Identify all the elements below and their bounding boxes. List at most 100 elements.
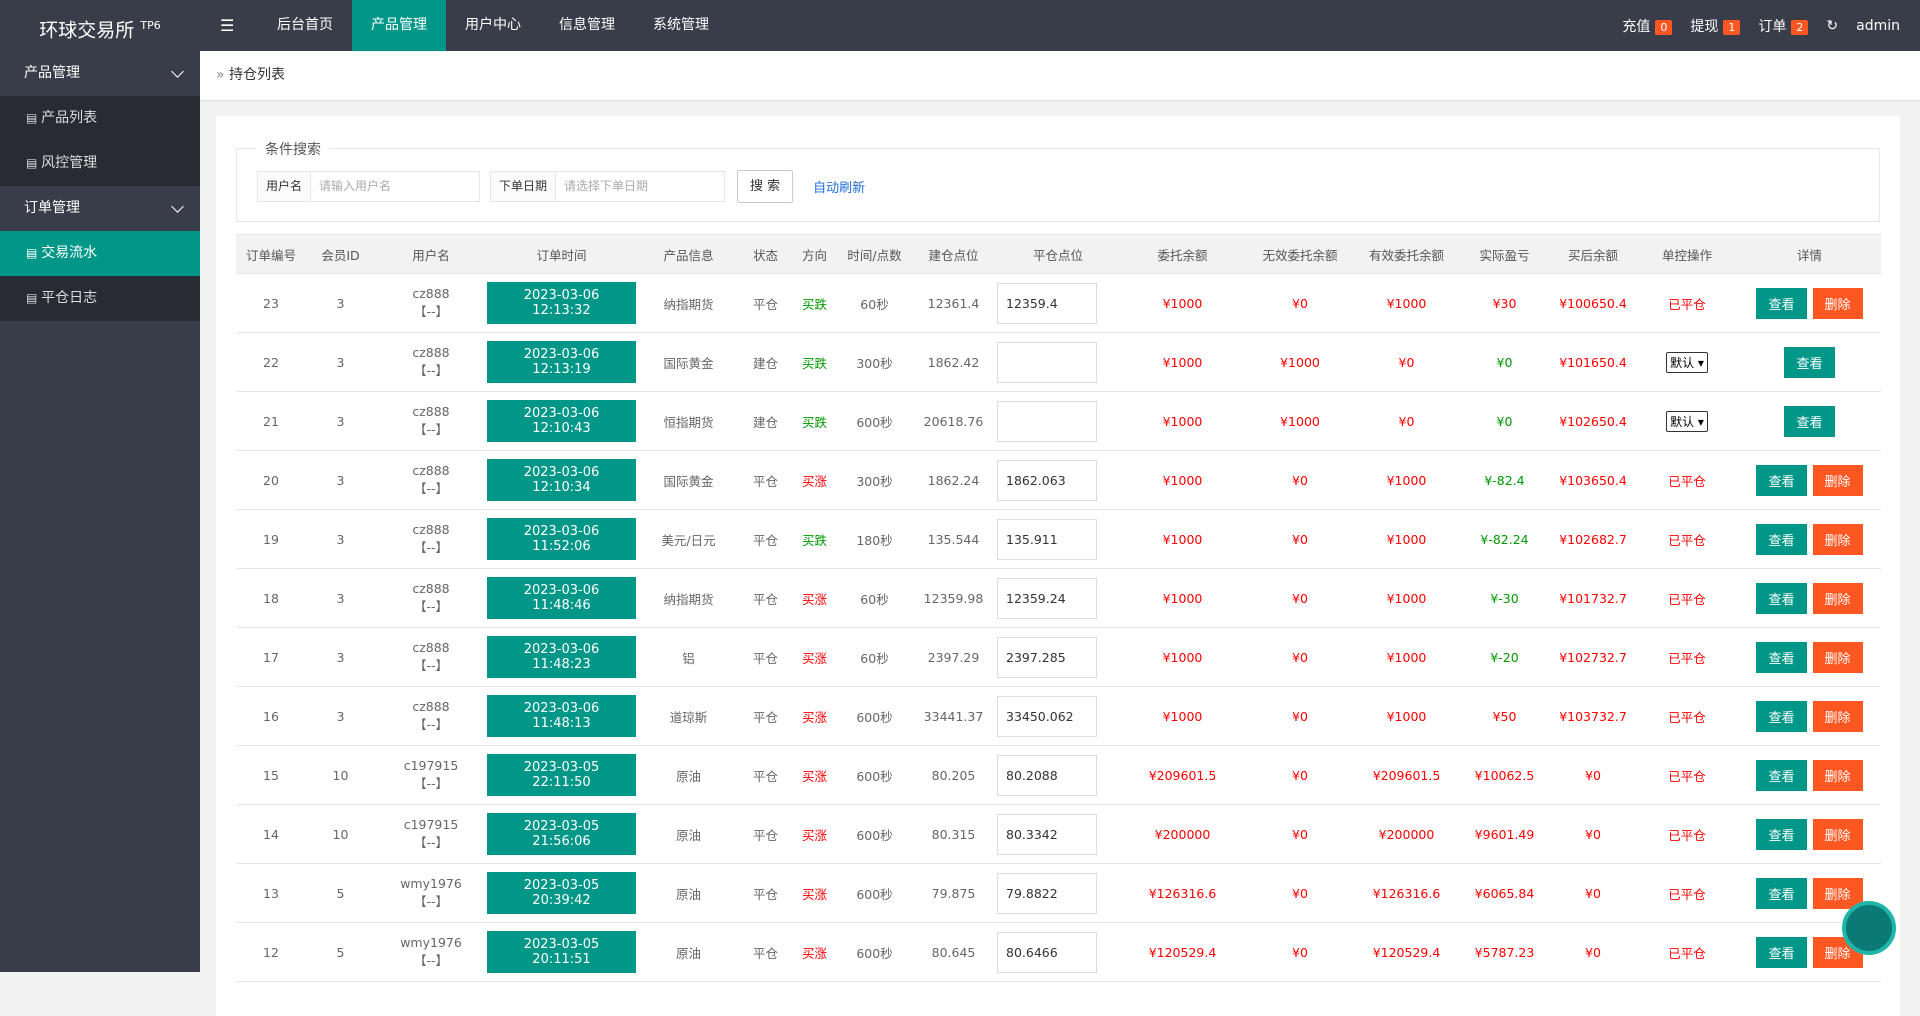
close-price-input[interactable]: 135.911 <box>997 518 1097 560</box>
username-text: c197915 <box>403 817 459 832</box>
action-button[interactable]: 删除 <box>1812 877 1863 909</box>
action-button[interactable]: 删除 <box>1812 700 1863 732</box>
direction: 买跌 <box>790 391 839 451</box>
balance: ¥101732.7 <box>1550 568 1636 628</box>
user-tag: 【--】 <box>413 717 449 732</box>
order-time: 2023-03-05 22:11:50 <box>487 754 636 796</box>
user-menu[interactable]: admin <box>1856 18 1900 34</box>
menu-item[interactable]: 交易流水 <box>0 231 200 276</box>
close-price-input[interactable]: 12359.24 <box>997 577 1097 619</box>
username: cz888 【--】 <box>375 568 487 628</box>
refresh-icon[interactable]: ↻ <box>1826 17 1839 34</box>
table-row: 18 3 cz888 【--】 2023-03-06 11:48:46 纳指期货 平仓 买涨 6… <box>236 568 1881 628</box>
duration: 600秒 <box>839 745 910 805</box>
close-price-input[interactable]: 1862.063 <box>997 459 1097 501</box>
search-form: 用户名 请输入用户名 下单日期 请选择下单日期搜 索自动刷新 <box>257 170 865 203</box>
top-link-label: 充值 <box>1622 18 1651 35</box>
top-link[interactable]: 订单 2 <box>1758 16 1809 36</box>
close-price-input[interactable]: 79.8822 <box>997 872 1097 914</box>
menu-item[interactable]: 平仓日志 <box>0 276 200 321</box>
direction: 买涨 <box>790 627 839 687</box>
action-button[interactable]: 查看 <box>1756 582 1807 614</box>
close-price-input[interactable]: 2397.285 <box>997 636 1097 678</box>
nav-item[interactable]: 系统管理 <box>653 17 709 33</box>
nav-item[interactable]: 信息管理 <box>559 17 615 33</box>
action-button[interactable]: 查看 <box>1756 818 1807 850</box>
op-status: 已平仓 <box>1668 532 1706 548</box>
op-select[interactable]: 默认 ▾ <box>1666 410 1708 432</box>
commission: ¥1000 <box>1119 450 1246 510</box>
table-row: 23 3 cz888 【--】 2023-03-06 12:13:32 纳指期货 平仓 买跌 6… <box>236 273 1881 333</box>
action-button[interactable]: 查看 <box>1756 700 1807 732</box>
action-button[interactable]: 删除 <box>1812 464 1863 496</box>
table-row: 17 3 cz888 【--】 2023-03-06 11:48:23 铝平仓 买涨 60秒 2… <box>236 627 1881 687</box>
user-tag: 【--】 <box>413 304 449 319</box>
action-button[interactable]: 查看 <box>1756 287 1807 319</box>
action-button[interactable]: 查看 <box>1756 641 1807 673</box>
action-button[interactable]: 删除 <box>1812 287 1863 319</box>
time-cell: 2023-03-06 11:48:13 <box>487 686 636 746</box>
action-button[interactable]: 查看 <box>1756 877 1807 909</box>
username-text: cz888 <box>412 640 450 655</box>
direction: 买跌 <box>790 273 839 333</box>
close-price-input[interactable]: 80.6466 <box>997 931 1097 973</box>
op-cell: 已平仓 <box>1636 686 1738 746</box>
commission: ¥1000 <box>1119 686 1246 746</box>
close-price-input[interactable] <box>997 341 1097 383</box>
nav-item[interactable]: 用户中心 <box>465 17 521 33</box>
close-price-input[interactable]: 80.3342 <box>997 813 1097 855</box>
user-tag: 【--】 <box>413 835 449 850</box>
invalid-commission: ¥0 <box>1246 273 1354 333</box>
actions: 查看 删除 <box>1738 450 1881 510</box>
action-button[interactable]: 查看 <box>1784 346 1835 378</box>
member-id: 3 <box>306 332 375 392</box>
op-status: 已平仓 <box>1668 650 1706 666</box>
menu-item[interactable]: 风控管理 <box>0 141 200 186</box>
menu-item[interactable]: 产品列表 <box>0 96 200 141</box>
invalid-commission: ¥0 <box>1246 450 1354 510</box>
username: wmy1976 【--】 <box>375 922 487 982</box>
action-button[interactable]: 删除 <box>1812 641 1863 673</box>
duration: 180秒 <box>839 509 910 569</box>
close-price-input[interactable]: 80.2088 <box>997 754 1097 796</box>
action-button[interactable]: 删除 <box>1812 759 1863 791</box>
action-button[interactable]: 删除 <box>1812 523 1863 555</box>
menu-toggle[interactable]: ☰ <box>220 16 235 35</box>
duration: 600秒 <box>839 391 910 451</box>
action-button[interactable]: 查看 <box>1756 759 1807 791</box>
nav-item[interactable]: 后台首页 <box>277 17 333 33</box>
action-button[interactable]: 查看 <box>1784 405 1835 437</box>
username: cz888 【--】 <box>375 686 487 746</box>
close-price-input[interactable]: 33450.062 <box>997 695 1097 737</box>
top-link[interactable]: 充值 0 <box>1622 16 1673 36</box>
action-button[interactable]: 查看 <box>1756 936 1807 968</box>
float-button[interactable] <box>1842 901 1896 955</box>
action-button[interactable]: 查看 <box>1756 464 1807 496</box>
auto-refresh[interactable]: 自动刷新 <box>813 181 866 196</box>
nav-item[interactable]: 产品管理 <box>352 0 446 51</box>
top-link[interactable]: 提现 1 <box>1690 16 1741 36</box>
balance: ¥0 <box>1550 863 1636 923</box>
action-button[interactable]: 删除 <box>1812 582 1863 614</box>
table-row: 19 3 cz888 【--】 2023-03-06 11:52:06 美元/日元 平仓 买跌… <box>236 509 1881 569</box>
order-time: 2023-03-05 21:56:06 <box>487 813 636 855</box>
menu-group[interactable]: 产品管理 <box>0 51 200 96</box>
menu-group[interactable]: 订单管理 <box>0 186 200 231</box>
action-button[interactable]: 查看 <box>1756 523 1807 555</box>
field-input[interactable]: 请输入用户名 <box>319 179 392 193</box>
actions: 查看 删除 <box>1738 568 1881 628</box>
op-select[interactable]: 默认 ▾ <box>1666 351 1708 373</box>
logo: 环球交易所 TP6 <box>0 0 200 51</box>
product: 恒指期货 <box>636 391 741 451</box>
action-button[interactable]: 删除 <box>1812 818 1863 850</box>
search-button[interactable]: 搜 索 <box>737 170 794 203</box>
column-header: 平仓点位 <box>997 234 1119 274</box>
close-price-input[interactable]: 12359.4 <box>997 282 1097 324</box>
op-cell: 已平仓 <box>1636 745 1738 805</box>
badge: 2 <box>1791 19 1809 35</box>
balance: ¥0 <box>1550 922 1636 982</box>
close-price-input[interactable] <box>997 400 1097 442</box>
username: wmy1976 【--】 <box>375 863 487 923</box>
field-input[interactable]: 请选择下单日期 <box>564 179 649 193</box>
valid-commission: ¥200000 <box>1354 804 1459 864</box>
